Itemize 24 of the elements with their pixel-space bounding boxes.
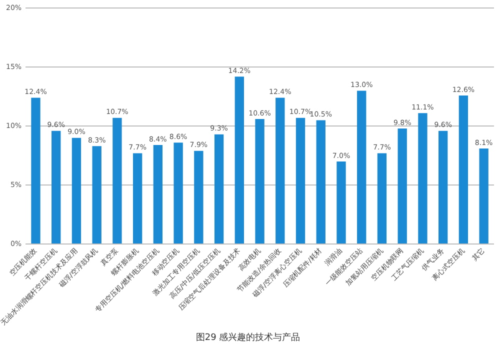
bar <box>357 90 366 244</box>
bar <box>153 144 163 244</box>
bar <box>132 153 142 244</box>
text: 图29 感兴趣的技术与产品 <box>196 332 300 343</box>
bar <box>234 76 244 244</box>
bar <box>194 150 204 244</box>
bar <box>458 95 468 244</box>
bar <box>31 98 40 244</box>
bar <box>255 119 264 244</box>
bar <box>316 120 326 244</box>
bar <box>479 148 488 244</box>
bar <box>52 130 61 244</box>
bar <box>276 98 285 244</box>
bar <box>296 118 306 244</box>
bar <box>92 146 102 244</box>
bar <box>72 138 82 244</box>
bar <box>398 128 407 244</box>
bar <box>112 118 122 244</box>
bar <box>174 142 183 244</box>
bar <box>418 113 428 244</box>
bar <box>214 134 224 244</box>
bar <box>438 130 448 244</box>
bar <box>336 161 346 244</box>
bar <box>377 153 387 244</box>
